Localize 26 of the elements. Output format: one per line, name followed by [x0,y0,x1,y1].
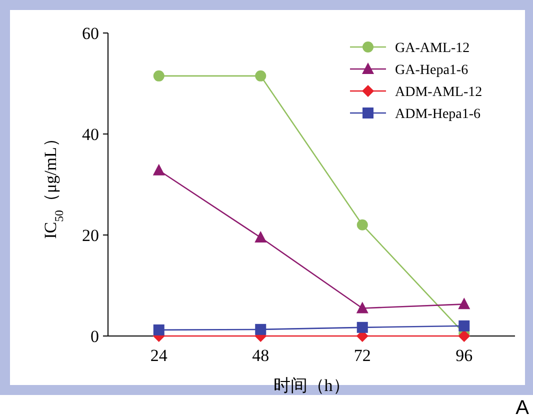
y-tick-label: 0 [90,327,99,346]
y-tick-label: 40 [82,125,99,144]
point [153,70,164,82]
x-tick-label: 24 [150,346,168,365]
point [458,298,470,310]
x-tick-label: 48 [252,346,270,365]
point [254,231,267,243]
point [356,219,368,230]
point [458,320,470,332]
point [458,330,470,342]
point [255,324,266,335]
legend-label: ADM-Hepa1-6 [395,107,481,122]
legend-label: GA-Hepa1-6 [395,63,468,78]
point [255,70,266,82]
legend-label: GA-AML-12 [395,41,470,56]
y-tick-label: 60 [82,24,99,43]
x-axis-title: 时间（h） [273,376,350,395]
point [152,164,165,176]
x-tick-label: 72 [354,346,371,365]
x-tick-label: 96 [456,346,473,365]
legend-label: ADM-AML-12 [395,85,482,100]
text: A [516,397,530,418]
y-tick-label: 20 [82,226,99,245]
point [356,322,368,333]
point [356,302,368,314]
point [153,324,164,336]
